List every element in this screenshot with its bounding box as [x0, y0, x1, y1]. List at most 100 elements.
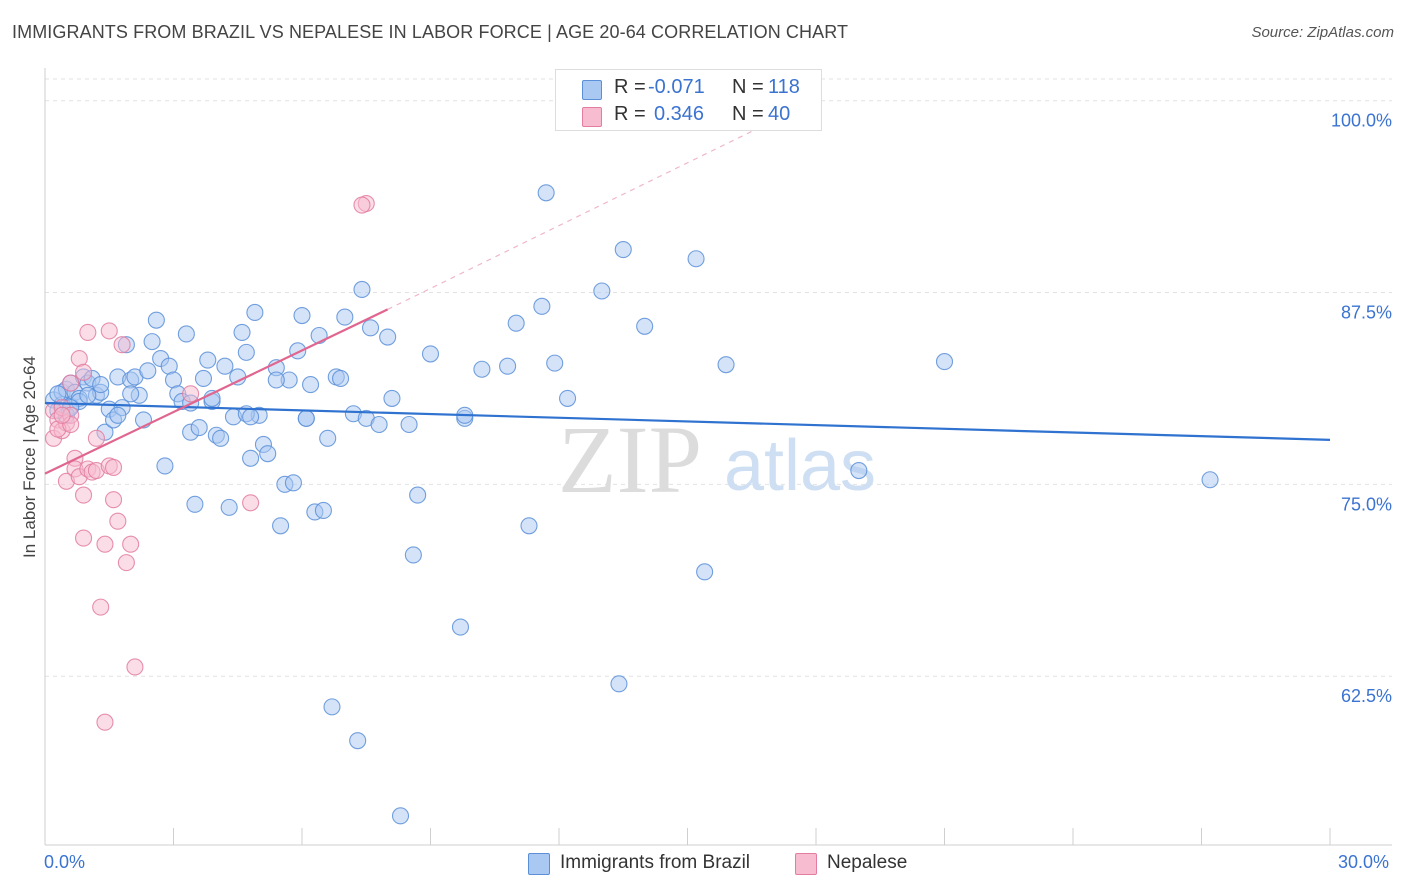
- axes: [44, 68, 1392, 846]
- nepalese-point: [100, 322, 118, 340]
- brazil-point: [293, 306, 311, 325]
- brazil-point: [297, 409, 315, 427]
- x-tick-max: 30.0%: [1338, 852, 1390, 872]
- trend-extension-nepalese: [387, 130, 753, 310]
- brazil-point: [636, 317, 654, 335]
- brazil-point: [1201, 471, 1219, 489]
- brazil-point: [507, 314, 525, 332]
- brazil-point: [246, 303, 264, 322]
- r-label: R =: [614, 76, 646, 98]
- brazil-point: [473, 360, 491, 378]
- legend-item-nepalese: Nepalese: [795, 850, 935, 878]
- y-tick-label: 62.5%: [1341, 686, 1392, 706]
- y-tick-label: 100.0%: [1331, 111, 1392, 131]
- brazil-point: [314, 501, 332, 519]
- brazil-point: [610, 675, 628, 693]
- brazil-point: [546, 354, 564, 372]
- series-brazil-points: [45, 184, 1219, 825]
- nepalese-point: [87, 429, 105, 447]
- brazil-point: [696, 563, 714, 581]
- brazil-point: [139, 362, 157, 380]
- watermark-atlas: atlas: [724, 426, 876, 506]
- brazil-point: [199, 351, 217, 369]
- brazil-point: [122, 385, 140, 403]
- nepalese-point: [92, 598, 110, 616]
- brazil-point: [194, 369, 213, 388]
- legend-row-brazil: R = -0.071 N = 118: [556, 75, 821, 101]
- brazil-point: [267, 371, 285, 389]
- legend-swatch-brazil: [528, 853, 550, 875]
- nepalese-point: [113, 336, 131, 354]
- brazil-point: [147, 311, 165, 329]
- n-label: N =: [732, 103, 764, 125]
- nepalese-point: [109, 512, 127, 530]
- nepalese-point: [104, 458, 123, 477]
- legend-swatch-nepalese: [795, 853, 817, 875]
- brazil-point: [220, 498, 238, 516]
- r-value: -0.071: [648, 76, 705, 98]
- brazil-point: [190, 419, 208, 437]
- brazil-point: [284, 474, 302, 492]
- n-value: 118: [768, 76, 800, 98]
- nepalese-point: [75, 363, 93, 381]
- nepalese-point: [242, 494, 260, 512]
- nepalese-point: [79, 323, 97, 341]
- nepalese-point: [117, 554, 135, 572]
- brazil-point: [79, 386, 97, 404]
- nepalese-point: [96, 535, 114, 553]
- brazil-point: [353, 280, 371, 299]
- source-label: Source: ZipAtlas.com: [1251, 24, 1394, 41]
- brazil-point: [404, 546, 422, 564]
- brazil-point: [593, 282, 611, 300]
- brazil-point: [400, 415, 418, 434]
- n-value: 40: [768, 103, 791, 125]
- brazil-point: [177, 325, 195, 343]
- nepalese-point: [122, 535, 140, 553]
- brazil-point: [559, 389, 577, 407]
- brazil-point: [323, 698, 341, 716]
- brazil-point: [687, 250, 705, 268]
- brazil-point: [361, 319, 380, 337]
- y-tick-labels: 62.5% 75.0% 87.5% 100.0%: [1331, 111, 1392, 706]
- brazil-point: [156, 457, 174, 475]
- brazil-point: [421, 345, 440, 363]
- brazil-point: [391, 807, 410, 825]
- brazil-point: [379, 328, 397, 346]
- trend-lines: [44, 130, 1331, 475]
- brazil-point: [319, 429, 337, 447]
- brazil-point: [143, 333, 161, 351]
- trend-line-nepalese: [44, 308, 389, 475]
- legend-item-brazil: Immigrants from Brazil: [528, 850, 778, 878]
- brazil-point: [499, 357, 517, 375]
- nepalese-point: [75, 529, 93, 547]
- watermark-zip: ZIP: [558, 406, 702, 513]
- brazil-point: [302, 376, 320, 394]
- brazil-point: [237, 343, 255, 361]
- brazil-point: [336, 308, 354, 326]
- chart-title: IMMIGRANTS FROM BRAZIL VS NEPALESE IN LA…: [12, 22, 849, 42]
- nepalese-point: [62, 374, 80, 392]
- r-label: R =: [614, 103, 646, 125]
- series-nepalese-points: [45, 194, 375, 731]
- legend-label-nepalese: Nepalese: [827, 852, 908, 873]
- brazil-point: [216, 357, 234, 375]
- brazil-point: [370, 415, 388, 434]
- nepalese-point: [96, 713, 114, 731]
- brazil-point: [242, 449, 260, 467]
- nepalese-point: [126, 658, 144, 676]
- brazil-point: [935, 353, 954, 371]
- brazil-point: [212, 429, 230, 447]
- brazil-point: [233, 323, 251, 341]
- brazil-point: [259, 445, 277, 463]
- brazil-point: [186, 495, 204, 513]
- correlation-legend: R = -0.071 N = 118 R = 0.346 N = 40: [555, 69, 822, 131]
- trend-line-brazil: [44, 401, 1331, 441]
- n-label: N =: [732, 76, 764, 98]
- legend-label-brazil: Immigrants from Brazil: [560, 852, 751, 873]
- legend-swatch-brazil: [582, 80, 602, 100]
- brazil-point: [850, 461, 868, 480]
- y-tick-label: 75.0%: [1341, 494, 1392, 514]
- brazil-point: [349, 732, 367, 750]
- brazil-point: [614, 241, 632, 259]
